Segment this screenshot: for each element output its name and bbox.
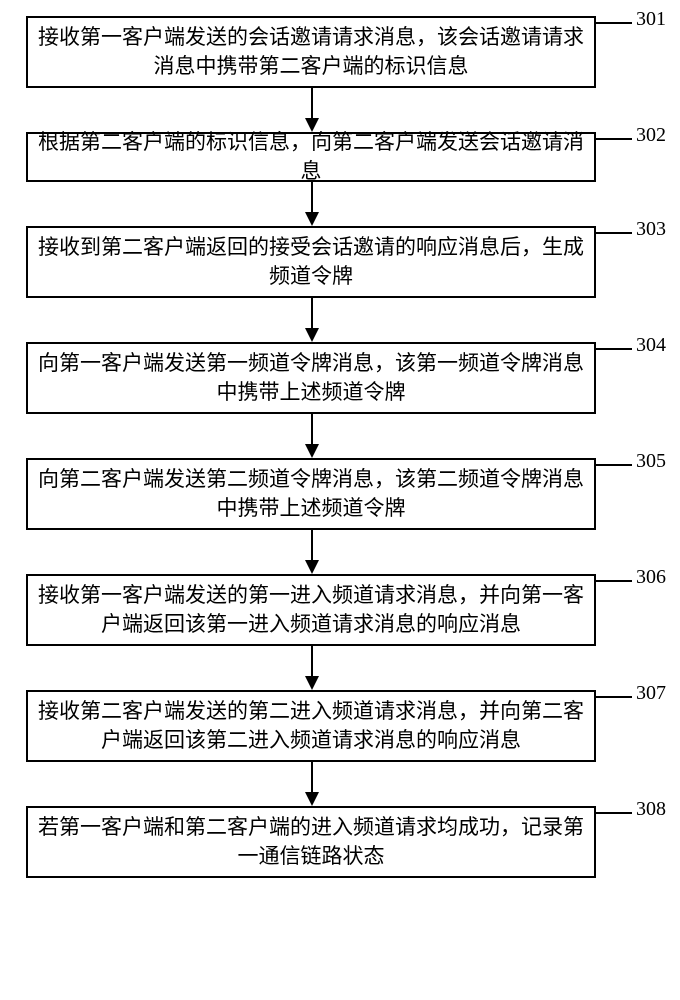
flow-step-text: 接收第二客户端发送的第二进入频道请求消息，并向第二客户端返回该第二进入频道请求消… xyxy=(38,697,584,756)
flow-step-text: 接收第一客户端发送的第一进入频道请求消息，并向第一客户端返回该第一进入频道请求消… xyxy=(38,581,584,640)
arrow-head-icon xyxy=(305,118,319,132)
flow-step-text: 向第二客户端发送第二频道令牌消息，该第二频道令牌消息中携带上述频道令牌 xyxy=(38,465,584,524)
flow-step-text: 根据第二客户端的标识信息，向第二客户端发送会话邀请消息 xyxy=(38,128,584,187)
arrow-head-icon xyxy=(305,212,319,226)
leader-line xyxy=(596,812,632,814)
flow-step-label-301: 301 xyxy=(636,8,666,31)
arrow-head-icon xyxy=(305,328,319,342)
flow-step-304: 向第一客户端发送第一频道令牌消息，该第一频道令牌消息中携带上述频道令牌 xyxy=(26,342,596,414)
flow-step-label-303: 303 xyxy=(636,218,666,241)
flow-step-label-306: 306 xyxy=(636,566,666,589)
arrow-line xyxy=(311,414,313,444)
leader-line xyxy=(596,138,632,140)
flow-step-label-304: 304 xyxy=(636,334,666,357)
arrow-line xyxy=(311,646,313,676)
flow-step-label-308: 308 xyxy=(636,798,666,821)
arrow-line xyxy=(311,182,313,212)
flow-step-308: 若第一客户端和第二客户端的进入频道请求均成功，记录第一通信链路状态 xyxy=(26,806,596,878)
flow-step-text: 接收第一客户端发送的会话邀请请求消息，该会话邀请请求消息中携带第二客户端的标识信… xyxy=(38,23,584,82)
flow-step-301: 接收第一客户端发送的会话邀请请求消息，该会话邀请请求消息中携带第二客户端的标识信… xyxy=(26,16,596,88)
flow-step-305: 向第二客户端发送第二频道令牌消息，该第二频道令牌消息中携带上述频道令牌 xyxy=(26,458,596,530)
flow-step-306: 接收第一客户端发送的第一进入频道请求消息，并向第一客户端返回该第一进入频道请求消… xyxy=(26,574,596,646)
arrow-head-icon xyxy=(305,792,319,806)
flow-step-303: 接收到第二客户端返回的接受会话邀请的响应消息后，生成频道令牌 xyxy=(26,226,596,298)
arrow-head-icon xyxy=(305,444,319,458)
arrow-line xyxy=(311,298,313,328)
leader-line xyxy=(596,464,632,466)
flow-step-307: 接收第二客户端发送的第二进入频道请求消息，并向第二客户端返回该第二进入频道请求消… xyxy=(26,690,596,762)
leader-line xyxy=(596,22,632,24)
arrow-head-icon xyxy=(305,560,319,574)
arrow-head-icon xyxy=(305,676,319,690)
leader-line xyxy=(596,696,632,698)
arrow-line xyxy=(311,88,313,118)
arrow-line xyxy=(311,530,313,560)
flow-step-text: 向第一客户端发送第一频道令牌消息，该第一频道令牌消息中携带上述频道令牌 xyxy=(38,349,584,408)
arrow-line xyxy=(311,762,313,792)
leader-line xyxy=(596,232,632,234)
flow-step-302: 根据第二客户端的标识信息，向第二客户端发送会话邀请消息 xyxy=(26,132,596,182)
flow-step-text: 若第一客户端和第二客户端的进入频道请求均成功，记录第一通信链路状态 xyxy=(38,813,584,872)
flow-step-text: 接收到第二客户端返回的接受会话邀请的响应消息后，生成频道令牌 xyxy=(38,233,584,292)
leader-line xyxy=(596,580,632,582)
flow-step-label-305: 305 xyxy=(636,450,666,473)
leader-line xyxy=(596,348,632,350)
flowchart-canvas: 接收第一客户端发送的会话邀请请求消息，该会话邀请请求消息中携带第二客户端的标识信… xyxy=(0,0,680,1000)
flow-step-label-307: 307 xyxy=(636,682,666,705)
flow-step-label-302: 302 xyxy=(636,124,666,147)
